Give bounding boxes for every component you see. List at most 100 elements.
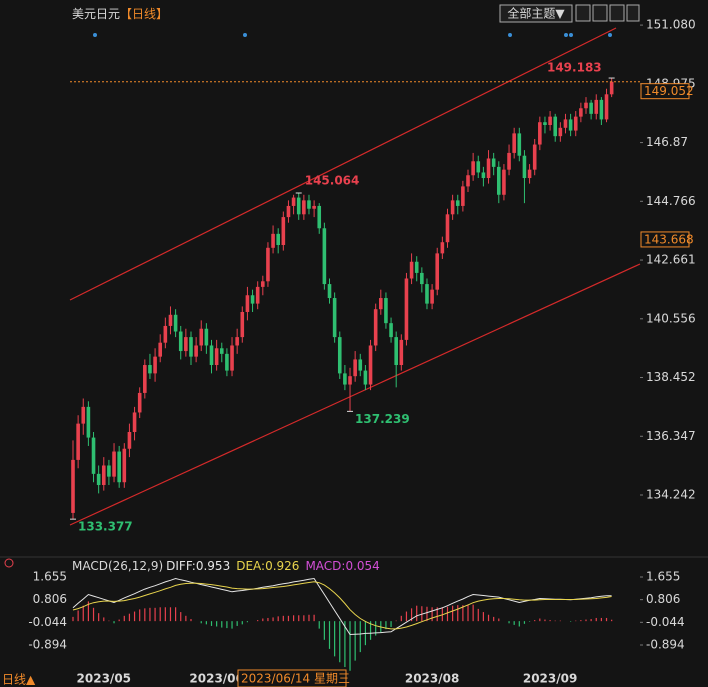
event-marker[interactable] xyxy=(508,33,512,37)
x-tick-label: 2023/09 xyxy=(523,672,577,686)
y-tick-label: 1.655 xyxy=(33,570,67,584)
event-marker[interactable] xyxy=(243,33,247,37)
candle-body xyxy=(219,348,224,354)
y-tick-label: 0.806 xyxy=(646,592,680,606)
candle-body xyxy=(286,205,291,218)
crosshair-price-box xyxy=(640,231,690,248)
candle-body xyxy=(281,217,286,246)
candle-body xyxy=(573,116,578,131)
period: 【日线】 xyxy=(120,7,168,21)
candle-body xyxy=(276,233,280,246)
candle-body xyxy=(440,242,445,254)
x-tick-label: 2023/08 xyxy=(405,672,459,686)
candle-body xyxy=(394,337,398,366)
candle-body xyxy=(420,272,424,285)
candle-body xyxy=(604,94,609,120)
candle-body xyxy=(178,331,183,352)
y-tick-label: 138.452 xyxy=(646,370,696,384)
crosshair-price-label: 143.668 xyxy=(644,232,694,246)
candle-body xyxy=(563,119,568,128)
y-tick-label: 151.080 xyxy=(646,18,696,32)
tool-button[interactable] xyxy=(592,4,608,22)
candle-body xyxy=(91,437,96,474)
candle-body xyxy=(240,311,245,338)
candle-body xyxy=(532,144,537,170)
candle-body xyxy=(414,261,419,273)
y-tick-label: -0.044 xyxy=(28,615,67,629)
candle-body xyxy=(409,261,414,279)
candle-body xyxy=(127,431,132,449)
candle-body xyxy=(107,465,111,477)
candle-body xyxy=(507,152,511,170)
candle-body xyxy=(348,376,352,385)
theme-button-label[interactable]: 全部主题▼ xyxy=(507,6,565,21)
candle-body xyxy=(96,473,101,486)
candle-body xyxy=(599,99,604,120)
candle-body xyxy=(296,197,301,215)
y-tick-label: 146.87 xyxy=(646,135,688,149)
crosshair-date-label: 2023/06/14 星期三 xyxy=(241,672,350,686)
candle-body xyxy=(148,365,152,374)
event-marker[interactable] xyxy=(564,33,568,37)
candle-body xyxy=(389,323,393,338)
extreme-label: 145.064 xyxy=(305,173,360,187)
indicator-name: MACD(26,12,9) xyxy=(72,559,163,573)
legend-name: DIFF: xyxy=(166,559,196,573)
candle-body xyxy=(266,247,270,282)
candle-body xyxy=(199,328,204,346)
x-tick-label: 2023/06 xyxy=(189,672,243,686)
tool-button[interactable] xyxy=(609,4,625,22)
candle-body xyxy=(307,200,311,209)
candle-body xyxy=(230,345,234,371)
legend-value: 0.926 xyxy=(265,559,299,573)
tool-button[interactable] xyxy=(575,4,591,22)
y-tick-label: 1.655 xyxy=(646,570,680,584)
crosshair-date-box xyxy=(237,669,347,687)
theme-button[interactable] xyxy=(499,4,573,23)
candle-body xyxy=(435,253,440,290)
tool-button[interactable] xyxy=(626,4,640,22)
candle-body xyxy=(209,345,214,366)
last-price-label: 149.052 xyxy=(644,84,694,98)
legend-value: 0.953 xyxy=(196,559,230,573)
macd-legend: MACD(26,12,9) DIFF:0.953 DEA:0.926 MACD:0.0… xyxy=(72,559,380,573)
candle-body xyxy=(609,81,614,95)
legend-name: DEA: xyxy=(236,559,265,573)
candle-body xyxy=(86,406,91,438)
candle-body xyxy=(163,325,168,343)
macd-line xyxy=(72,577,612,636)
candle-body xyxy=(471,161,475,176)
candle-body xyxy=(589,102,593,114)
event-marker[interactable] xyxy=(93,33,97,37)
candle-body xyxy=(466,175,470,187)
period-footer[interactable]: 日线▲ xyxy=(2,673,36,687)
candle-body xyxy=(548,116,552,126)
candle-body xyxy=(343,373,347,385)
candle-body xyxy=(543,122,547,126)
candle-body xyxy=(568,119,573,131)
extreme-label: 137.239 xyxy=(355,412,410,426)
macd-line xyxy=(72,581,612,630)
event-marker[interactable] xyxy=(569,33,573,37)
candle-body xyxy=(250,295,255,304)
candle-body xyxy=(271,233,275,248)
event-marker[interactable] xyxy=(608,33,612,37)
candle-body xyxy=(168,314,173,326)
candle-body xyxy=(404,278,409,340)
candle-body xyxy=(76,423,80,460)
candle-body xyxy=(317,205,322,229)
candle-body xyxy=(332,298,337,338)
candle-body xyxy=(327,284,332,299)
candle-body xyxy=(425,284,429,304)
candle-body xyxy=(512,133,516,153)
candle-body xyxy=(214,348,219,366)
candle-body xyxy=(538,122,542,145)
candle-body xyxy=(579,108,583,117)
symbol: 美元日元 xyxy=(72,7,120,21)
settings-icon[interactable] xyxy=(4,558,14,568)
candle-body xyxy=(522,155,527,179)
candle-body xyxy=(225,353,229,371)
candle-body xyxy=(481,172,486,179)
